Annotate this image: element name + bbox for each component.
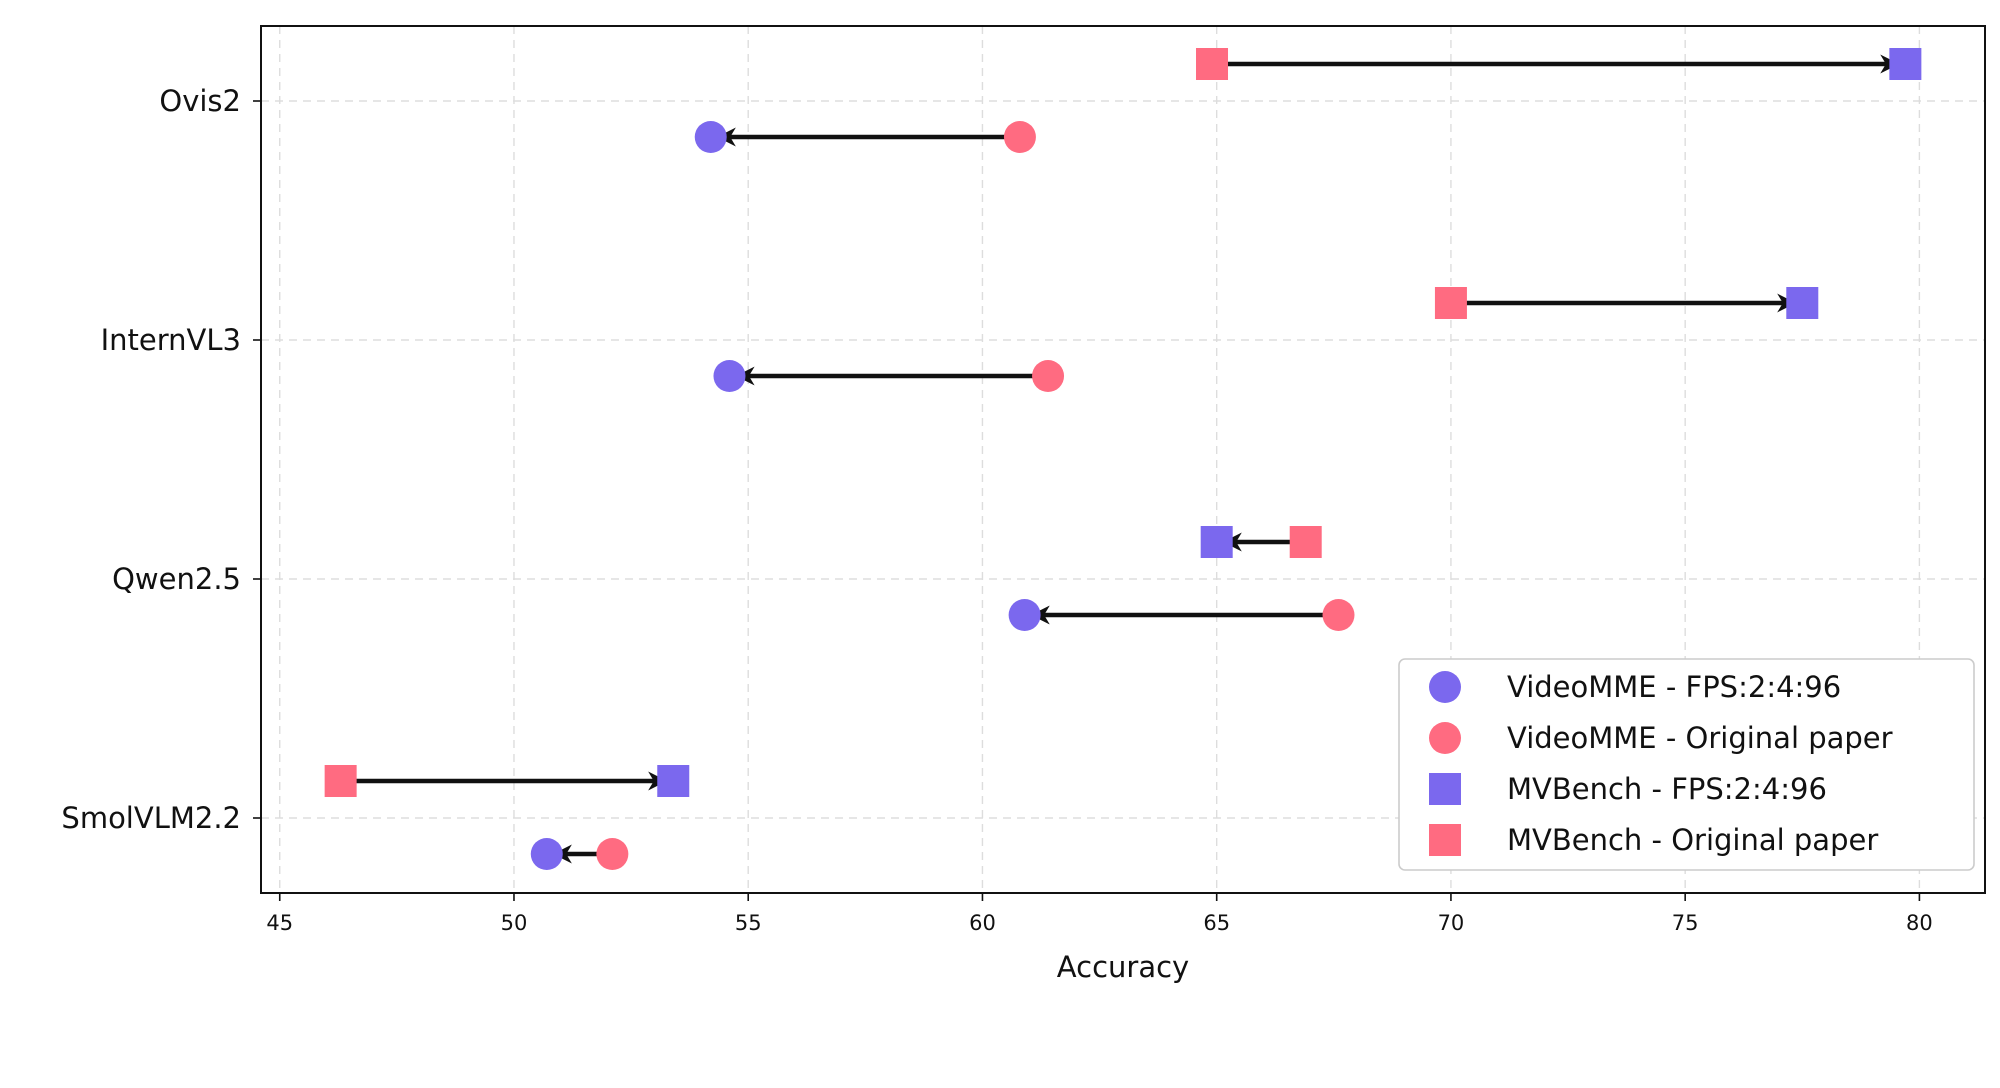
category-label-smolvlm2-2: SmolVLM2.2	[61, 801, 241, 835]
point-videomme-fps-2-4-96-ovis2	[694, 121, 727, 153]
x-tick-label: 60	[969, 911, 996, 935]
point-mvbench-fps-2-4-96-ovis2	[1889, 48, 1922, 80]
legend-label-mvbench-original-paper: MVBench - Original paper	[1507, 823, 1878, 857]
category-label-ovis2: Ovis2	[159, 84, 241, 118]
x-tick-label: 55	[735, 911, 762, 935]
legend-marker-mvbench-fps-2-4-96	[1429, 773, 1461, 805]
legend-box	[1398, 658, 1975, 871]
point-mvbench-original-paper-smolvlm2-2	[324, 765, 357, 797]
x-axis-ticks: 45 50 55 60 65 70 75 80	[266, 893, 1933, 935]
legend-label-videomme-fps-2-4-96: VideoMME - FPS:2:4:96	[1507, 670, 1841, 704]
x-tick-label: 45	[266, 911, 293, 935]
point-videomme-original-paper-qwen2-5	[1322, 599, 1355, 631]
legend: VideoMME - FPS:2:4:96 VideoMME - Original…	[1398, 658, 1975, 871]
legend-marker-mvbench-original-paper	[1429, 824, 1461, 856]
legend-marker-videomme-original-paper	[1429, 722, 1461, 754]
x-tick-label: 80	[1906, 911, 1933, 935]
legend-label-mvbench-fps-2-4-96: MVBench - FPS:2:4:96	[1507, 772, 1827, 806]
category-label-internvl3: InternVL3	[101, 323, 241, 357]
legend-marker-videomme-fps-2-4-96	[1429, 671, 1461, 703]
point-videomme-fps-2-4-96-qwen2-5	[1008, 599, 1041, 631]
point-videomme-original-paper-internvl3	[1032, 360, 1065, 392]
data-points	[324, 48, 1922, 870]
y-axis-categories: Ovis2 InternVL3 Qwen2.5 SmolVLM2.2	[61, 84, 261, 835]
point-mvbench-original-paper-internvl3	[1434, 287, 1467, 319]
plot-area-frame	[260, 25, 1986, 894]
x-tick-label: 70	[1438, 911, 1465, 935]
x-tick-label: 65	[1203, 911, 1230, 935]
grid	[261, 26, 1985, 893]
x-tick-label: 75	[1672, 911, 1699, 935]
point-mvbench-fps-2-4-96-smolvlm2-2	[657, 765, 690, 797]
point-videomme-fps-2-4-96-internvl3	[713, 360, 746, 392]
point-videomme-original-paper-smolvlm2-2	[596, 838, 629, 870]
x-axis-title: Accuracy	[1057, 950, 1189, 984]
point-mvbench-original-paper-ovis2	[1196, 48, 1229, 80]
point-videomme-fps-2-4-96-smolvlm2-2	[530, 838, 563, 870]
point-videomme-original-paper-ovis2	[1003, 121, 1036, 153]
arrows	[346, 54, 1900, 864]
x-tick-label: 50	[501, 911, 528, 935]
category-label-qwen2-5: Qwen2.5	[112, 562, 241, 596]
legend-label-videomme-original-paper: VideoMME - Original paper	[1507, 721, 1893, 755]
point-mvbench-original-paper-qwen2-5	[1289, 526, 1322, 558]
point-mvbench-fps-2-4-96-internvl3	[1786, 287, 1819, 319]
point-mvbench-fps-2-4-96-qwen2-5	[1200, 526, 1233, 558]
